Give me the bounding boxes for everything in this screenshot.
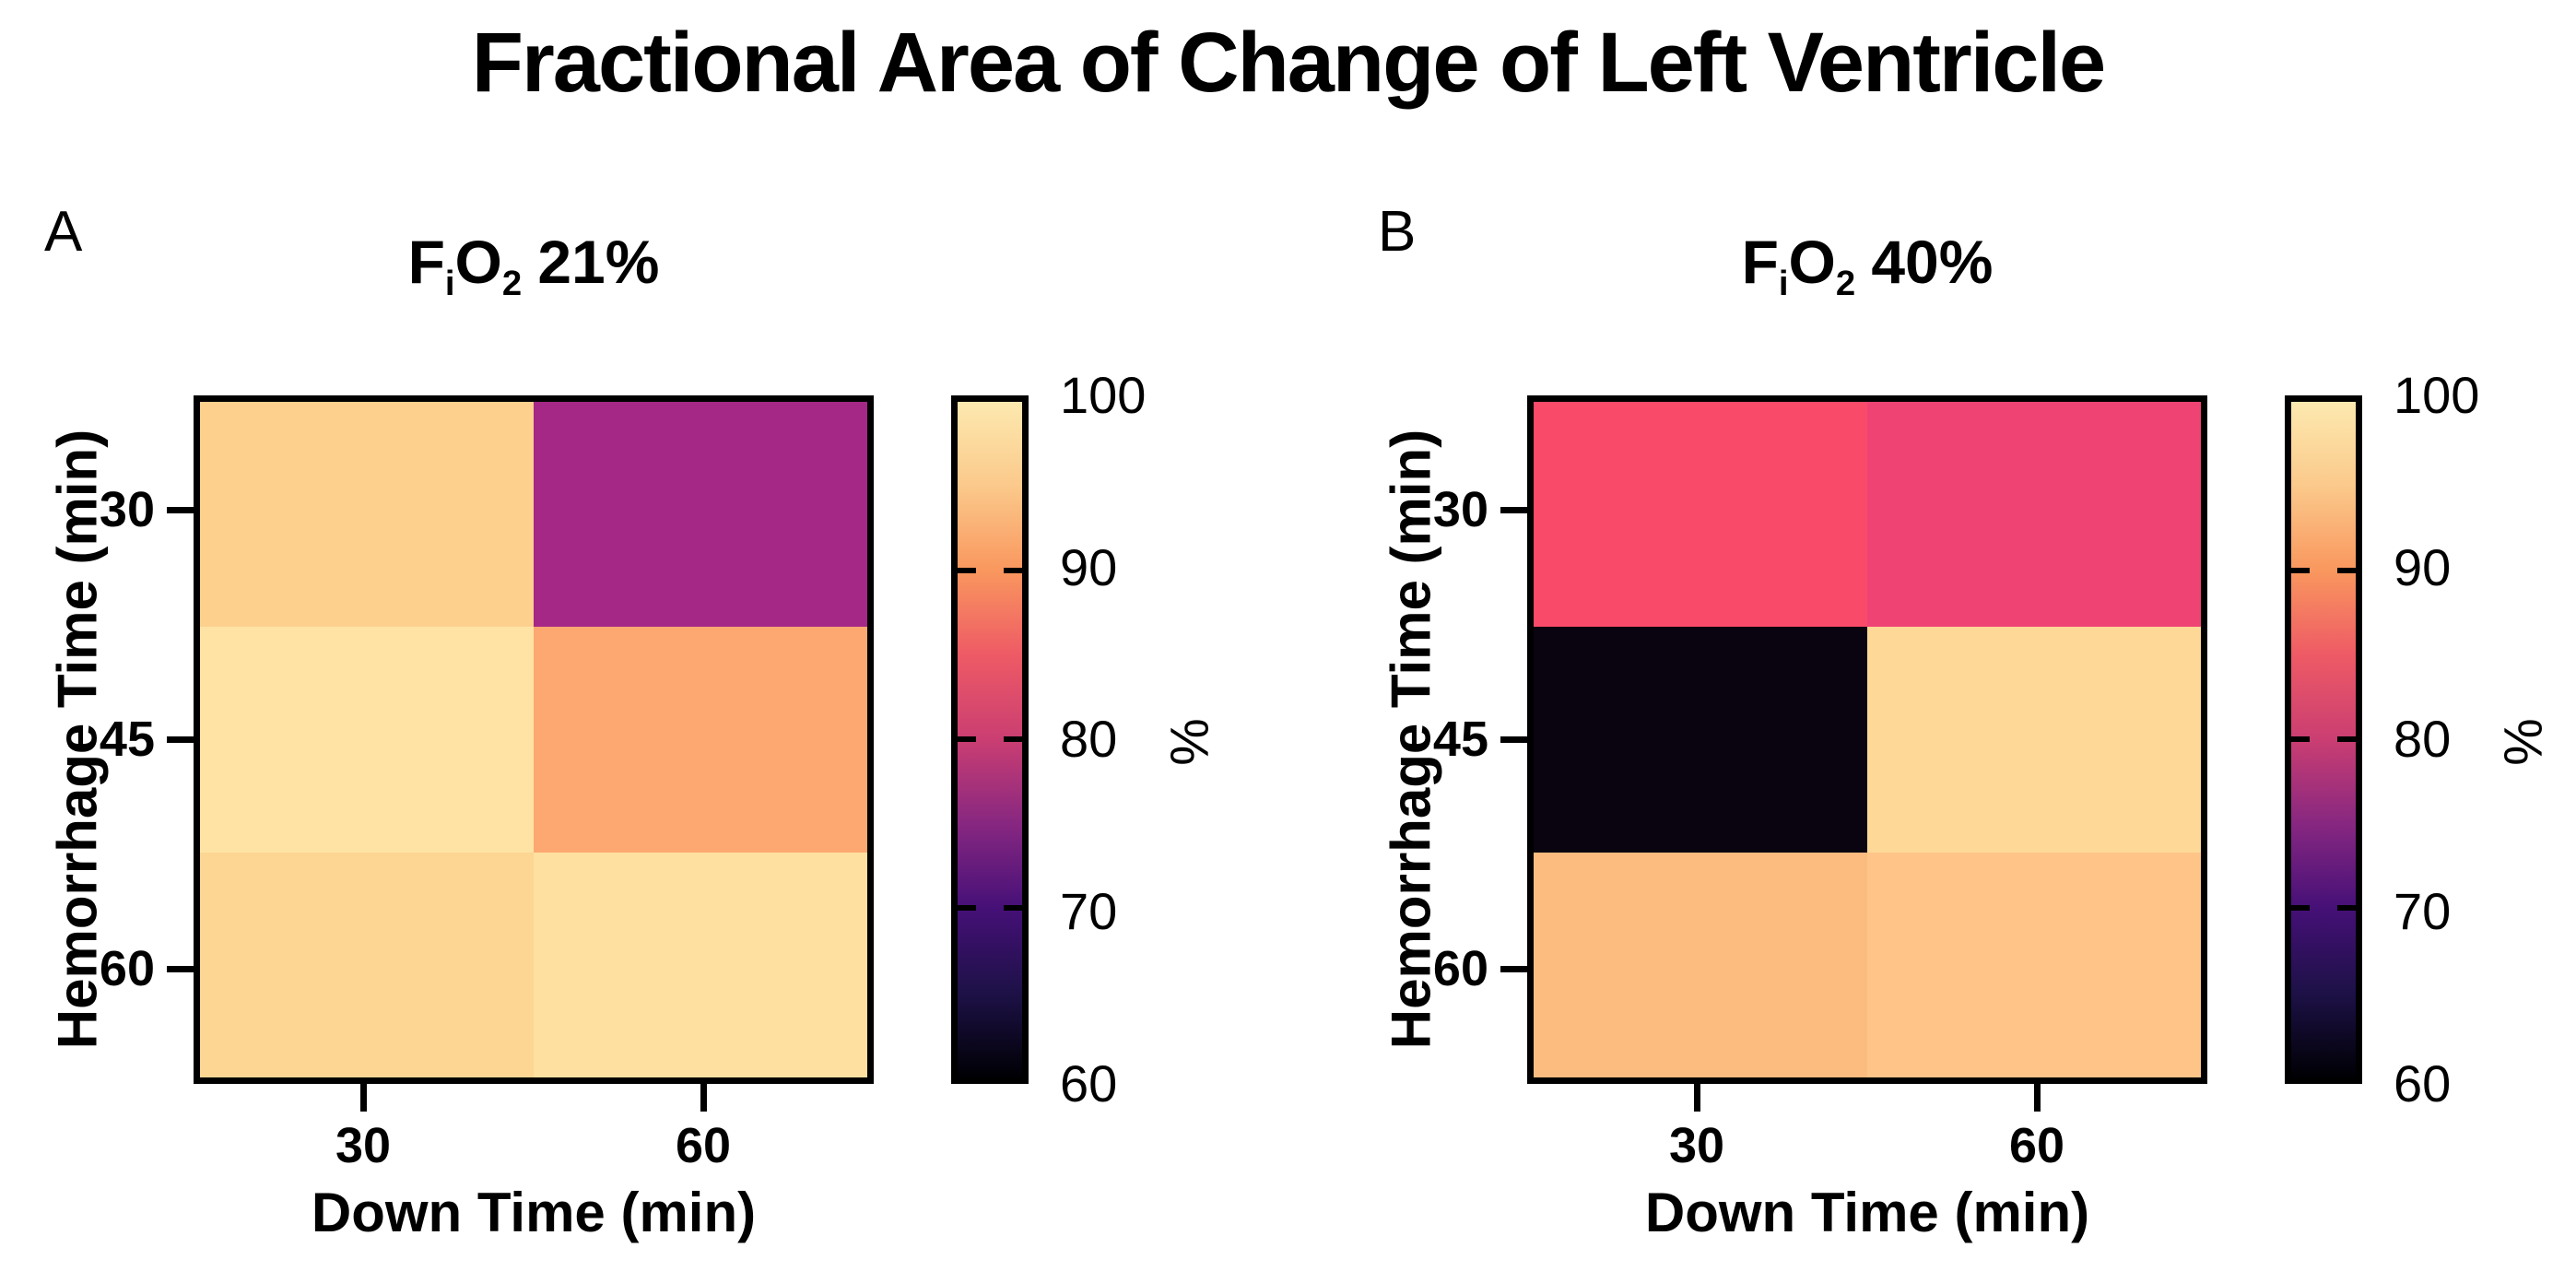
y-tick-mark	[167, 966, 194, 972]
y-tick-mark	[1500, 966, 1528, 972]
subtitle-o: O	[1788, 228, 1836, 296]
cell-hem30-down30	[1534, 402, 1867, 628]
x-tick-mark	[360, 1084, 367, 1112]
cell-hem30-down60	[534, 402, 867, 628]
subtitle-sub-2: 2	[1835, 263, 1856, 303]
colorbar-b	[2285, 395, 2362, 1084]
cell-hem60-down60	[1867, 852, 2201, 1077]
panel-a-subtitle: FiO2 21%	[194, 227, 874, 303]
cell-hem60-down30	[200, 852, 534, 1077]
y-tick-mark	[167, 507, 194, 513]
subtitle-value: 21%	[537, 228, 660, 296]
x-tick-mark	[2034, 1084, 2041, 1112]
cell-hem60-down60	[534, 852, 867, 1077]
colorbar-tick-mark	[1004, 568, 1022, 573]
subtitle-f: F	[1741, 228, 1779, 296]
cell-hem30-down60	[1867, 402, 2201, 628]
colorbar-a	[951, 395, 1029, 1084]
colorbar-tick-mark	[958, 568, 976, 573]
colorbar-tick-mark	[2291, 568, 2310, 573]
colorbar-tick-mark	[2291, 736, 2310, 742]
x-tick-label-60: 60	[675, 1118, 732, 1173]
colorbar-tick-mark	[958, 905, 976, 911]
y-tick-label-45: 45	[99, 712, 155, 767]
colorbar-percent-label: %	[2492, 718, 2553, 766]
colorbar-tick-label-80: 80	[2394, 710, 2452, 768]
colorbar-tick-label-70: 70	[1060, 882, 1118, 940]
x-tick-label-30: 30	[1668, 1118, 1725, 1173]
figure-title: Fractional Area of Change of Left Ventri…	[471, 16, 2106, 110]
colorbar-tick-label-70: 70	[2394, 882, 2452, 940]
y-tick-mark	[1500, 507, 1528, 513]
y-tick-label-30: 30	[1432, 482, 1488, 537]
x-axis-title: Down Time (min)	[1644, 1182, 2090, 1243]
x-axis-title: Down Time (min)	[311, 1182, 757, 1243]
x-tick-mark	[1694, 1084, 1700, 1112]
cell-hem45-down30	[1534, 627, 1867, 853]
heatmap-a	[194, 395, 874, 1084]
subtitle-sub-i: i	[1778, 263, 1789, 303]
y-tick-label-60: 60	[99, 941, 155, 996]
colorbar-tick-mark	[958, 736, 976, 742]
colorbar-tick-label-60: 60	[2394, 1054, 2452, 1112]
panel-a: A FiO2 21% Hemorrhage Time (min) 30 45 60…	[0, 0, 1242, 1271]
y-tick-mark	[167, 736, 194, 743]
subtitle-f: F	[407, 228, 445, 296]
colorbar-tick-mark	[2337, 736, 2356, 742]
colorbar-tick-mark	[2337, 905, 2356, 911]
panel-b-letter: B	[1378, 200, 1417, 264]
colorbar-tick-mark	[1004, 905, 1022, 911]
cell-hem45-down30	[200, 627, 534, 853]
colorbar-tick-mark	[1004, 736, 1022, 742]
colorbar-tick-mark	[2337, 568, 2356, 573]
y-tick-label-60: 60	[1432, 941, 1488, 996]
cell-hem30-down30	[200, 402, 534, 628]
cell-hem45-down60	[534, 627, 867, 853]
panel-a-letter: A	[44, 200, 83, 264]
colorbar-tick-label-80: 80	[1060, 710, 1118, 768]
cell-hem45-down60	[1867, 627, 2201, 853]
subtitle-o: O	[454, 228, 502, 296]
colorbar-tick-label-90: 90	[1060, 538, 1118, 596]
colorbar-tick-label-100: 100	[2394, 366, 2480, 424]
colorbar-tick-label-100: 100	[1060, 366, 1147, 424]
subtitle-sub-2: 2	[501, 263, 523, 303]
panel-b-subtitle: FiO2 40%	[1527, 227, 2207, 303]
subtitle-sub-i: i	[444, 263, 455, 303]
y-tick-mark	[1500, 736, 1528, 743]
subtitle-value: 40%	[1871, 228, 1994, 296]
colorbar-tick-label-90: 90	[2394, 538, 2452, 596]
x-tick-mark	[700, 1084, 707, 1112]
y-tick-label-30: 30	[99, 482, 155, 537]
heatmap-b	[1527, 395, 2207, 1084]
colorbar-percent-label: %	[1159, 718, 1219, 766]
y-tick-label-45: 45	[1432, 712, 1488, 767]
x-tick-label-30: 30	[335, 1118, 392, 1173]
x-tick-label-60: 60	[2008, 1118, 2065, 1173]
panel-b: B FiO2 40% Hemorrhage Time (min) 30 45 60…	[1334, 0, 2576, 1271]
colorbar-tick-mark	[2291, 905, 2310, 911]
colorbar-tick-label-60: 60	[1060, 1054, 1118, 1112]
cell-hem60-down30	[1534, 852, 1867, 1077]
